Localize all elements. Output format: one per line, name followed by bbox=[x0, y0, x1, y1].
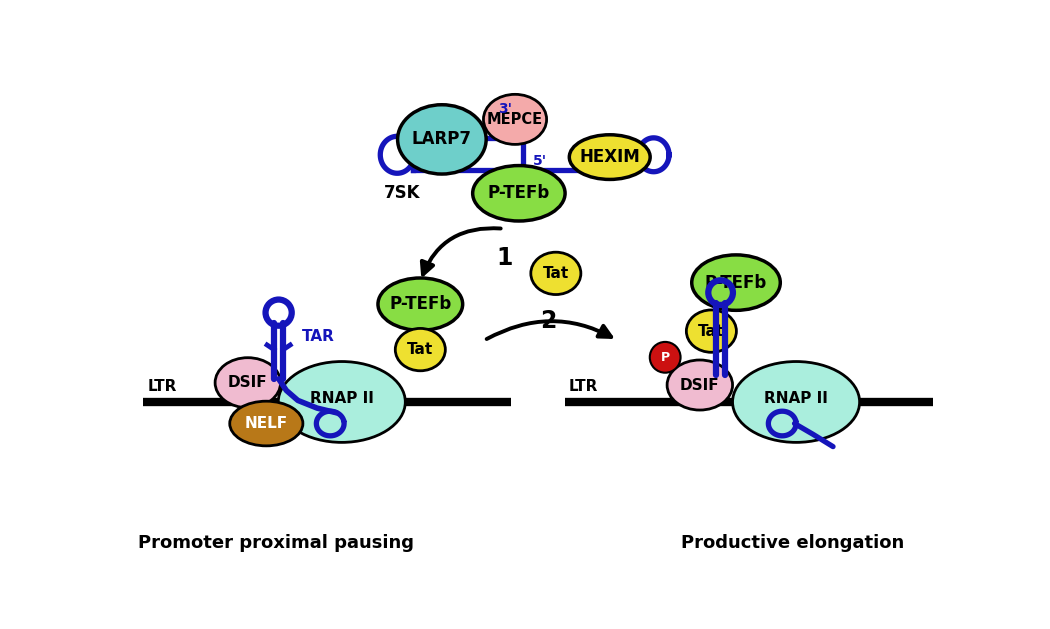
Text: LTR: LTR bbox=[148, 379, 177, 394]
Text: LARP7: LARP7 bbox=[412, 130, 471, 148]
Text: 3': 3' bbox=[498, 102, 512, 116]
Circle shape bbox=[650, 342, 680, 373]
Text: MEPCE: MEPCE bbox=[487, 112, 543, 127]
Text: P-TEFb: P-TEFb bbox=[390, 295, 452, 313]
Ellipse shape bbox=[569, 135, 650, 179]
Text: LTR: LTR bbox=[569, 379, 598, 394]
Ellipse shape bbox=[378, 278, 463, 330]
Text: HEXIM: HEXIM bbox=[580, 148, 640, 166]
Ellipse shape bbox=[395, 328, 445, 370]
Ellipse shape bbox=[472, 165, 565, 221]
Text: Productive elongation: Productive elongation bbox=[680, 534, 904, 552]
FancyArrowPatch shape bbox=[486, 321, 611, 339]
Text: NELF: NELF bbox=[245, 416, 288, 431]
FancyArrowPatch shape bbox=[422, 228, 501, 274]
Text: TAR: TAR bbox=[301, 329, 335, 344]
Text: 2: 2 bbox=[540, 309, 557, 333]
Ellipse shape bbox=[687, 310, 736, 352]
Ellipse shape bbox=[483, 94, 547, 145]
Text: 7SK: 7SK bbox=[383, 184, 420, 203]
Ellipse shape bbox=[667, 360, 733, 410]
Text: P-TEFb: P-TEFb bbox=[705, 274, 768, 292]
Ellipse shape bbox=[398, 105, 486, 174]
Ellipse shape bbox=[531, 252, 581, 294]
Ellipse shape bbox=[215, 358, 280, 408]
Text: 5': 5' bbox=[532, 154, 547, 168]
Text: P-TEFb: P-TEFb bbox=[488, 184, 550, 203]
Text: DSIF: DSIF bbox=[680, 377, 719, 392]
Ellipse shape bbox=[733, 362, 860, 442]
Text: RNAP II: RNAP II bbox=[764, 391, 828, 406]
Text: RNAP II: RNAP II bbox=[310, 391, 374, 406]
Text: 1: 1 bbox=[497, 246, 513, 270]
Text: Tat: Tat bbox=[698, 323, 724, 338]
Ellipse shape bbox=[278, 362, 405, 442]
Text: P: P bbox=[660, 351, 670, 364]
Ellipse shape bbox=[692, 255, 780, 310]
Text: DSIF: DSIF bbox=[228, 376, 268, 390]
Text: Promoter proximal pausing: Promoter proximal pausing bbox=[139, 534, 415, 552]
Ellipse shape bbox=[230, 401, 302, 446]
Text: Tat: Tat bbox=[543, 266, 569, 281]
Text: Tat: Tat bbox=[407, 342, 434, 357]
